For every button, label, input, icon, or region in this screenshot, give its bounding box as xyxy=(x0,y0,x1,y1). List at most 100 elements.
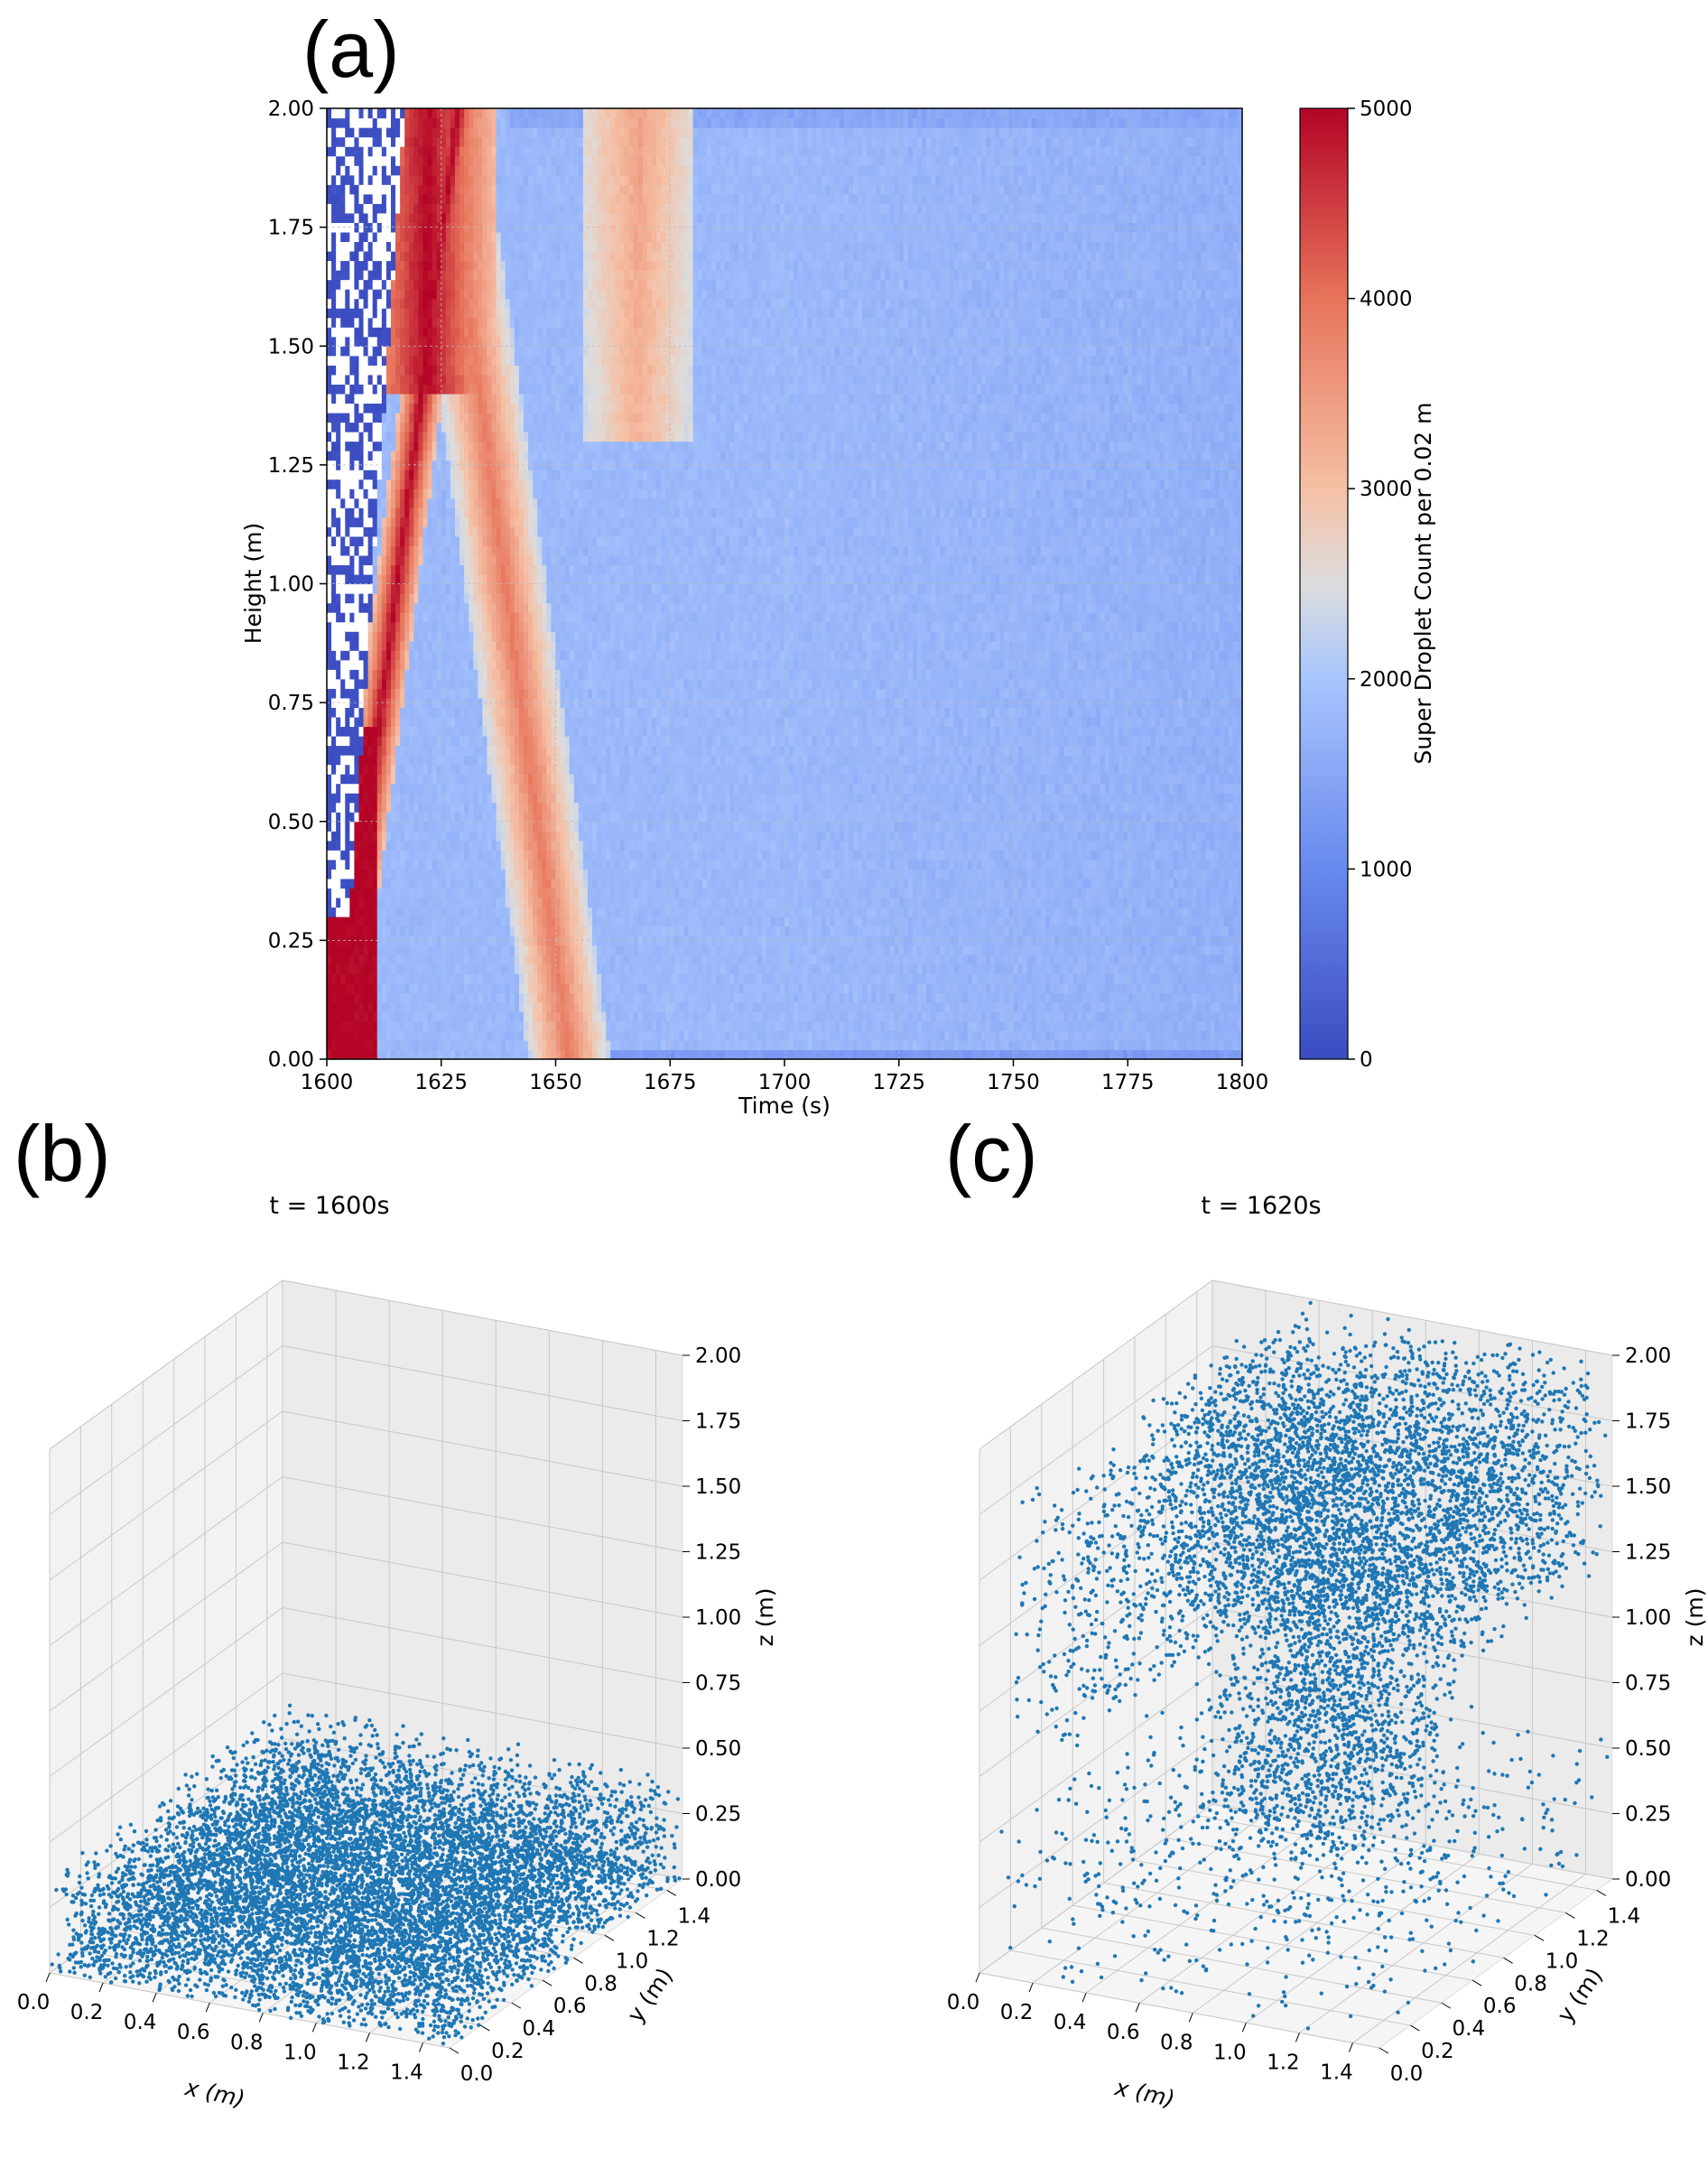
heatmap-cell xyxy=(390,669,396,680)
heatmap-cell xyxy=(381,535,387,546)
heatmap-cell xyxy=(336,1049,341,1060)
heatmap-cell xyxy=(528,944,534,955)
heatmap-cell xyxy=(385,669,392,680)
heatmap-cell xyxy=(376,507,383,518)
heatmap-cell xyxy=(354,1020,360,1032)
heatmap-cell xyxy=(413,535,419,546)
heatmap-cell xyxy=(469,327,474,338)
heatmap-cell xyxy=(491,346,497,357)
heatmap-cell xyxy=(395,403,401,414)
heatmap-cell xyxy=(372,270,378,281)
heatmap-cell xyxy=(336,982,341,993)
heatmap-cell xyxy=(473,982,478,993)
heatmap-cell xyxy=(331,840,337,851)
heatmap-cell xyxy=(363,412,369,423)
heatmap-cell xyxy=(340,270,346,281)
heatmap-cell xyxy=(385,926,392,936)
heatmap-cell xyxy=(473,174,478,185)
heatmap-cell xyxy=(336,944,341,955)
heatmap-cell xyxy=(546,755,552,766)
heatmap-cell xyxy=(491,793,497,804)
heatmap-cell xyxy=(422,155,429,166)
heatmap-cell xyxy=(413,944,419,955)
heatmap-cell xyxy=(345,317,350,328)
heatmap-cell xyxy=(469,174,474,185)
heatmap-cell xyxy=(427,669,433,680)
heatmap-cell xyxy=(441,231,447,243)
heatmap-cell xyxy=(413,1001,419,1012)
heatmap-cell xyxy=(464,583,469,594)
heatmap-cell xyxy=(441,793,447,804)
heatmap-cell xyxy=(487,289,493,300)
heatmap-cell xyxy=(376,308,383,319)
heatmap-cell xyxy=(345,327,350,338)
heatmap-cell xyxy=(459,669,465,680)
heatmap-cell xyxy=(464,973,469,984)
heatmap-cell xyxy=(345,146,350,157)
heatmap-cell xyxy=(372,982,378,993)
heatmap-cell xyxy=(418,640,424,651)
heatmap-cell xyxy=(367,165,374,176)
heatmap-cell xyxy=(496,470,502,480)
heatmap-cell xyxy=(551,688,557,699)
heatmap-cell xyxy=(514,1011,520,1022)
heatmap-cell xyxy=(336,488,341,499)
heatmap-cell xyxy=(409,184,414,195)
heatmap-cell xyxy=(509,707,515,718)
heatmap-cell xyxy=(454,470,460,480)
heatmap-cell xyxy=(432,755,438,766)
heatmap-cell xyxy=(454,735,460,747)
heatmap-cell xyxy=(551,412,557,423)
heatmap-cell xyxy=(372,802,378,813)
heatmap-cell xyxy=(509,535,515,546)
heatmap-cell xyxy=(404,451,410,461)
heatmap-cell xyxy=(518,422,524,433)
heatmap-cell xyxy=(524,212,529,223)
heatmap-cell xyxy=(367,944,374,955)
heatmap-cell xyxy=(441,612,447,623)
heatmap-cell xyxy=(363,136,369,147)
heatmap-cell xyxy=(542,840,547,851)
heatmap-cell xyxy=(537,346,543,357)
heatmap-cell xyxy=(459,479,465,489)
heatmap-cell xyxy=(478,336,483,347)
heatmap-cell xyxy=(450,384,456,395)
heatmap-cell xyxy=(459,317,465,328)
heatmap-cell xyxy=(327,279,332,290)
heatmap-cell xyxy=(505,1020,511,1032)
heatmap-cell xyxy=(496,365,502,376)
heatmap-cell xyxy=(327,270,332,281)
heatmap-cell xyxy=(336,878,341,889)
heatmap-cell xyxy=(551,659,557,670)
heatmap-cell xyxy=(345,583,350,594)
heatmap-cell xyxy=(551,583,557,594)
heatmap-cell xyxy=(469,1001,474,1012)
heatmap-cell xyxy=(390,241,396,252)
heatmap-cell xyxy=(436,564,442,575)
heatmap-cell xyxy=(469,365,474,376)
heatmap-cell xyxy=(478,507,483,518)
heatmap-cell xyxy=(537,612,543,623)
heatmap-cell xyxy=(546,783,552,794)
heatmap-cell xyxy=(336,564,341,575)
heatmap-cell xyxy=(400,850,405,861)
heatmap-cell xyxy=(358,926,365,936)
heatmap-cell xyxy=(432,821,438,832)
heatmap-cell xyxy=(354,963,360,974)
heatmap-cell xyxy=(478,716,483,728)
heatmap-cell xyxy=(542,308,547,319)
heatmap-cell xyxy=(349,926,356,936)
heatmap-cell xyxy=(542,850,547,861)
heatmap-cell xyxy=(459,650,465,661)
heatmap-cell xyxy=(491,203,497,214)
heatmap-cell xyxy=(478,821,483,832)
heatmap-cell xyxy=(464,783,469,794)
heatmap-cell xyxy=(404,935,410,946)
heatmap-cell xyxy=(542,241,547,252)
heatmap-cell xyxy=(422,554,429,566)
heatmap-cell xyxy=(542,554,547,566)
heatmap-cell xyxy=(432,669,438,680)
heatmap-cell xyxy=(381,850,387,861)
heatmap-cell xyxy=(390,688,396,699)
heatmap-cell xyxy=(514,831,520,842)
